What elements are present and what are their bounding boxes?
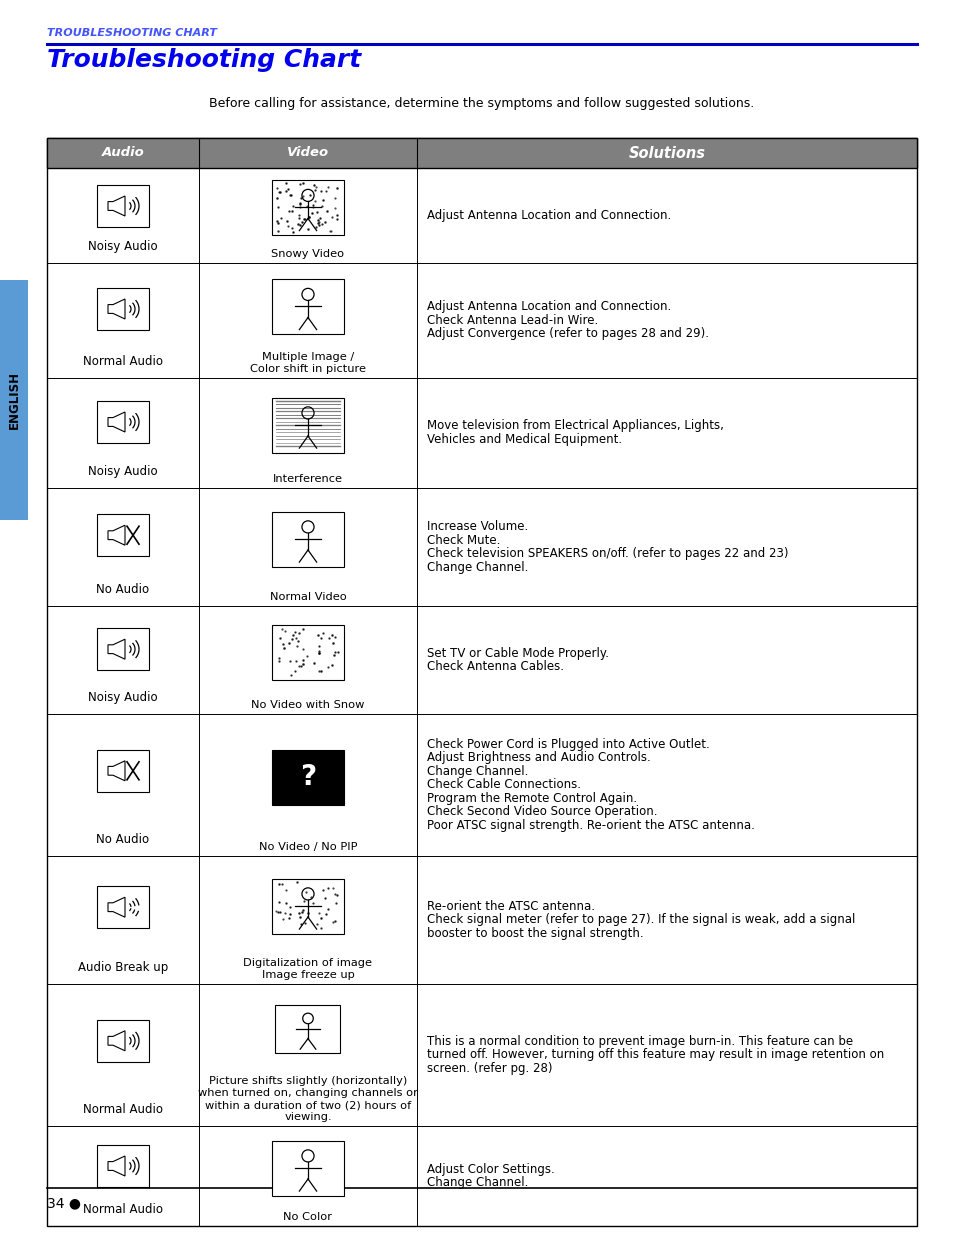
Polygon shape (108, 412, 125, 432)
Text: screen. (refer pg. 28): screen. (refer pg. 28) (427, 1062, 552, 1074)
Text: Check Second Video Source Operation.: Check Second Video Source Operation. (427, 805, 657, 819)
Text: Color shift in picture: Color shift in picture (250, 364, 366, 374)
Text: booster to boost the signal strength.: booster to boost the signal strength. (427, 926, 643, 940)
Text: Video: Video (287, 147, 329, 159)
Text: Program the Remote Control Again.: Program the Remote Control Again. (427, 792, 637, 805)
Text: No Audio: No Audio (96, 832, 150, 846)
Bar (47, 138, 916, 1226)
Bar (97, 629, 149, 671)
Text: Re-orient the ATSC antenna.: Re-orient the ATSC antenna. (427, 900, 595, 913)
Text: Normal Video: Normal Video (270, 592, 346, 601)
Text: Adjust Antenna Location and Connection.: Adjust Antenna Location and Connection. (427, 300, 671, 314)
Text: ENGLISH: ENGLISH (8, 370, 20, 429)
Text: Check Antenna Lead-in Wire.: Check Antenna Lead-in Wire. (427, 314, 598, 327)
Polygon shape (108, 761, 125, 781)
Bar (97, 185, 149, 227)
Text: No Video with Snow: No Video with Snow (251, 700, 364, 710)
Polygon shape (108, 897, 125, 918)
Text: Increase Volume.: Increase Volume. (427, 520, 528, 534)
Text: Adjust Antenna Location and Connection.: Adjust Antenna Location and Connection. (427, 209, 671, 222)
Text: 34 ●: 34 ● (47, 1195, 81, 1210)
Text: This is a normal condition to prevent image burn-in. This feature can be: This is a normal condition to prevent im… (427, 1035, 852, 1047)
Text: Check Mute.: Check Mute. (427, 534, 500, 547)
Bar (0, 280, 28, 520)
Text: Noisy Audio: Noisy Audio (88, 692, 157, 704)
Polygon shape (108, 196, 125, 216)
Text: turned off. However, turning off this feature may result in image retention on: turned off. However, turning off this fe… (427, 1049, 883, 1061)
Bar (47, 138, 916, 168)
Text: Change Channel.: Change Channel. (427, 561, 528, 573)
Text: Check Antenna Cables.: Check Antenna Cables. (427, 659, 563, 673)
Text: when turned on, changing channels or: when turned on, changing channels or (198, 1088, 417, 1098)
Text: Normal Audio: Normal Audio (83, 1203, 163, 1216)
Text: Move television from Electrical Appliances, Lights,: Move television from Electrical Applianc… (427, 420, 723, 432)
Text: Normal Audio: Normal Audio (83, 354, 163, 368)
Text: Check Power Cord is Plugged into Active Outlet.: Check Power Cord is Plugged into Active … (427, 737, 709, 751)
Bar (97, 401, 149, 443)
Text: Adjust Brightness and Audio Controls.: Adjust Brightness and Audio Controls. (427, 751, 650, 764)
Text: TROUBLESHOOTING CHART: TROUBLESHOOTING CHART (47, 28, 216, 38)
Text: Interference: Interference (273, 474, 343, 484)
Text: Change Channel.: Change Channel. (427, 764, 528, 778)
Text: Noisy Audio: Noisy Audio (88, 240, 157, 253)
Polygon shape (108, 299, 125, 319)
Bar (272, 511, 344, 567)
Text: Snowy Video: Snowy Video (272, 249, 344, 259)
Bar (97, 288, 149, 330)
Bar (272, 1140, 344, 1195)
Text: No Video / No PIP: No Video / No PIP (258, 842, 356, 852)
Text: Change Channel.: Change Channel. (427, 1176, 528, 1189)
Text: Normal Audio: Normal Audio (83, 1103, 163, 1116)
Text: Picture shifts slightly (horizontally): Picture shifts slightly (horizontally) (209, 1076, 407, 1086)
Polygon shape (108, 1031, 125, 1051)
Bar (97, 1020, 149, 1062)
Bar (275, 1005, 340, 1053)
Bar (272, 398, 344, 452)
Bar (97, 514, 149, 556)
Bar (272, 279, 344, 333)
Bar (97, 887, 149, 929)
Text: Check Cable Connections.: Check Cable Connections. (427, 778, 580, 792)
Text: Audio Break up: Audio Break up (78, 961, 168, 974)
Bar (97, 750, 149, 792)
Polygon shape (108, 1156, 125, 1176)
Text: Noisy Audio: Noisy Audio (88, 466, 157, 478)
Text: within a duration of two (2) hours of: within a duration of two (2) hours of (205, 1100, 411, 1110)
Text: Digitalization of image: Digitalization of image (243, 958, 372, 968)
Text: Check signal meter (refer to page 27). If the signal is weak, add a signal: Check signal meter (refer to page 27). I… (427, 913, 855, 926)
Polygon shape (108, 525, 125, 545)
Polygon shape (108, 640, 125, 659)
Text: Vehicles and Medical Equipment.: Vehicles and Medical Equipment. (427, 433, 621, 446)
Text: Adjust Color Settings.: Adjust Color Settings. (427, 1162, 554, 1176)
Text: Solutions: Solutions (628, 146, 705, 161)
Text: Audio: Audio (102, 147, 144, 159)
Text: Check television SPEAKERS on/off. (refer to pages 22 and 23): Check television SPEAKERS on/off. (refer… (427, 547, 788, 559)
Bar (272, 750, 344, 804)
Text: ?: ? (299, 763, 315, 790)
Text: Adjust Convergence (refer to pages 28 and 29).: Adjust Convergence (refer to pages 28 an… (427, 327, 708, 341)
Text: Before calling for assistance, determine the symptoms and follow suggested solut: Before calling for assistance, determine… (209, 98, 754, 110)
Text: Poor ATSC signal strength. Re-orient the ATSC antenna.: Poor ATSC signal strength. Re-orient the… (427, 819, 754, 831)
Text: Set TV or Cable Mode Properly.: Set TV or Cable Mode Properly. (427, 646, 608, 659)
Text: Troubleshooting Chart: Troubleshooting Chart (47, 48, 361, 72)
Text: No Audio: No Audio (96, 583, 150, 597)
Bar (97, 1145, 149, 1187)
Bar (272, 625, 344, 679)
Text: viewing.: viewing. (284, 1112, 332, 1123)
Bar (272, 180, 344, 235)
Text: Multiple Image /: Multiple Image / (262, 352, 354, 362)
Text: No Color: No Color (283, 1212, 333, 1221)
Text: Image freeze up: Image freeze up (261, 969, 355, 981)
Bar (272, 878, 344, 934)
